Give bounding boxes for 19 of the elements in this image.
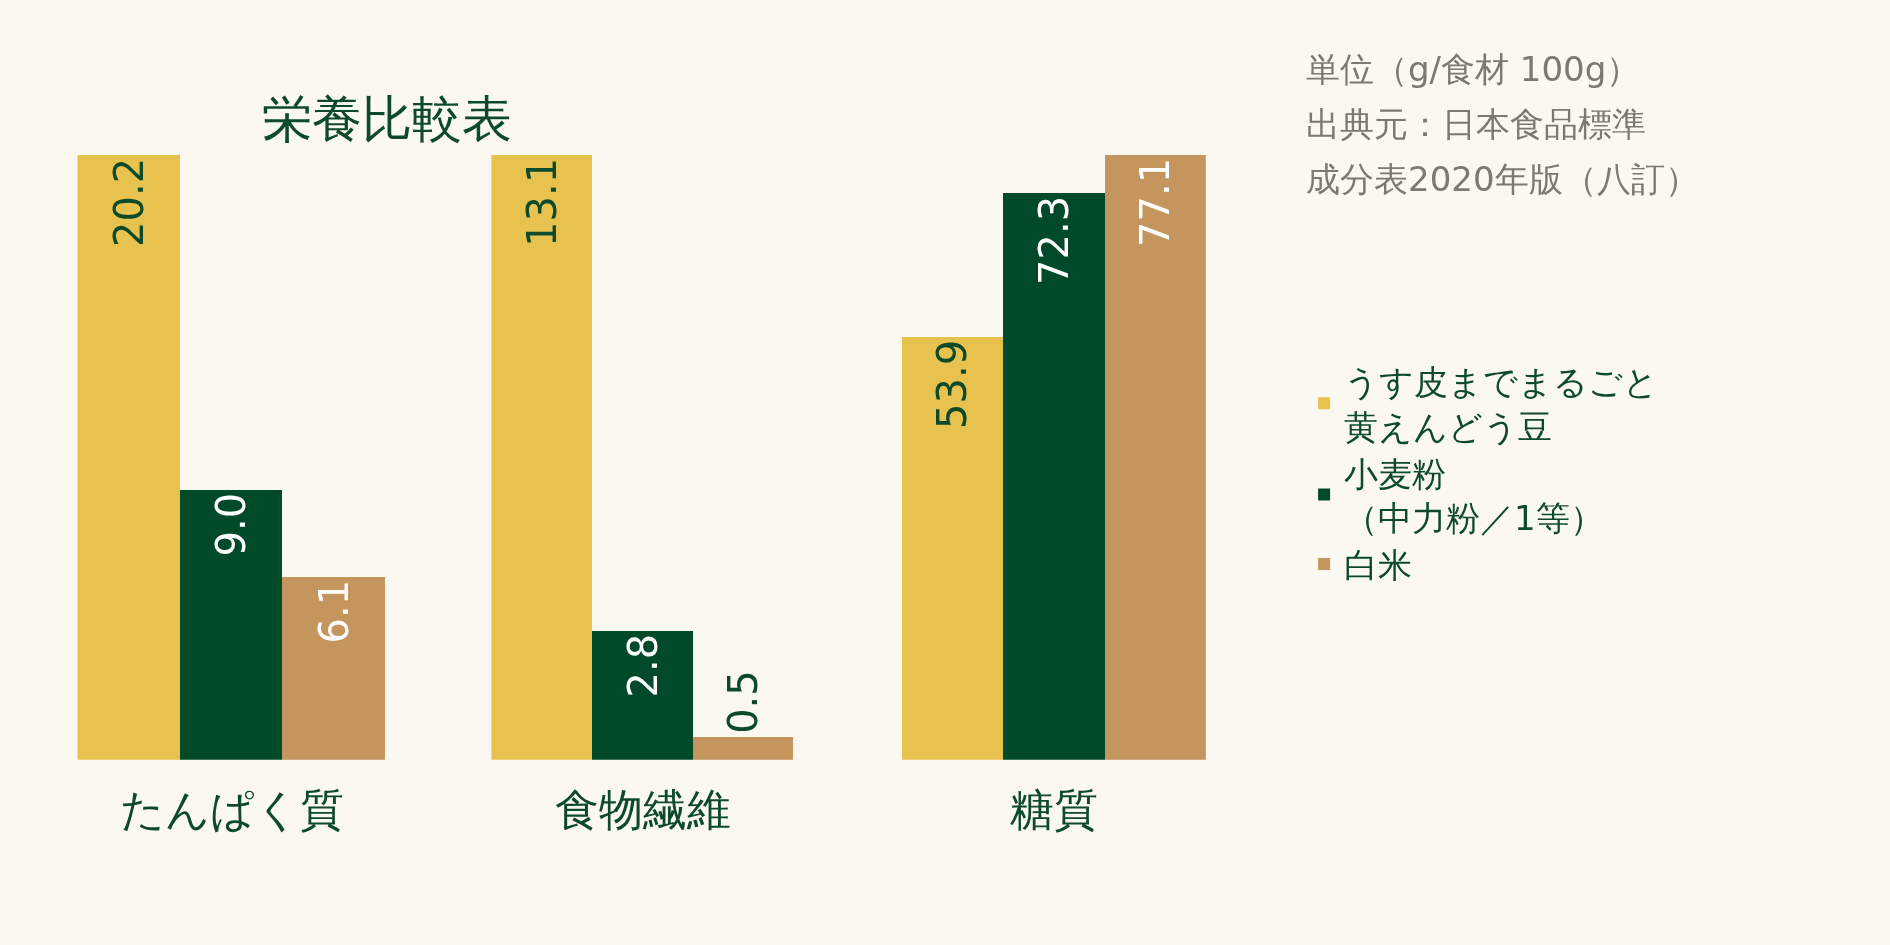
text: 単位（g/食材 100g） <box>1306 49 1641 89</box>
data-label: 20.2 <box>105 157 152 247</box>
data-label: 77.1 <box>1132 157 1179 247</box>
data-label: 72.3 <box>1030 195 1077 285</box>
legend-label: 小麦粉（中力粉／1等） <box>1344 453 1604 538</box>
legend-label: 白米 <box>1344 545 1413 586</box>
x-tick-label: 糖質 <box>1009 783 1098 835</box>
text: 出典元：日本食品標準 <box>1306 104 1646 144</box>
text: 成分表2020年版（八訂） <box>1306 159 1699 199</box>
x-tick-label: 食物繊維 <box>554 783 731 835</box>
data-label: 2.8 <box>619 633 666 698</box>
data-label: 6.1 <box>310 579 357 644</box>
legend-label: うす皮までまるごと黄えんどう豆 <box>1344 362 1659 447</box>
data-label: 53.9 <box>929 339 976 429</box>
data-label: 0.5 <box>720 670 767 734</box>
data-label: 13.1 <box>518 157 565 247</box>
chart-title: 栄養比較表 <box>262 89 513 148</box>
data-label: 9.0 <box>208 492 255 557</box>
x-tick-label: たんぱく質 <box>119 783 344 835</box>
